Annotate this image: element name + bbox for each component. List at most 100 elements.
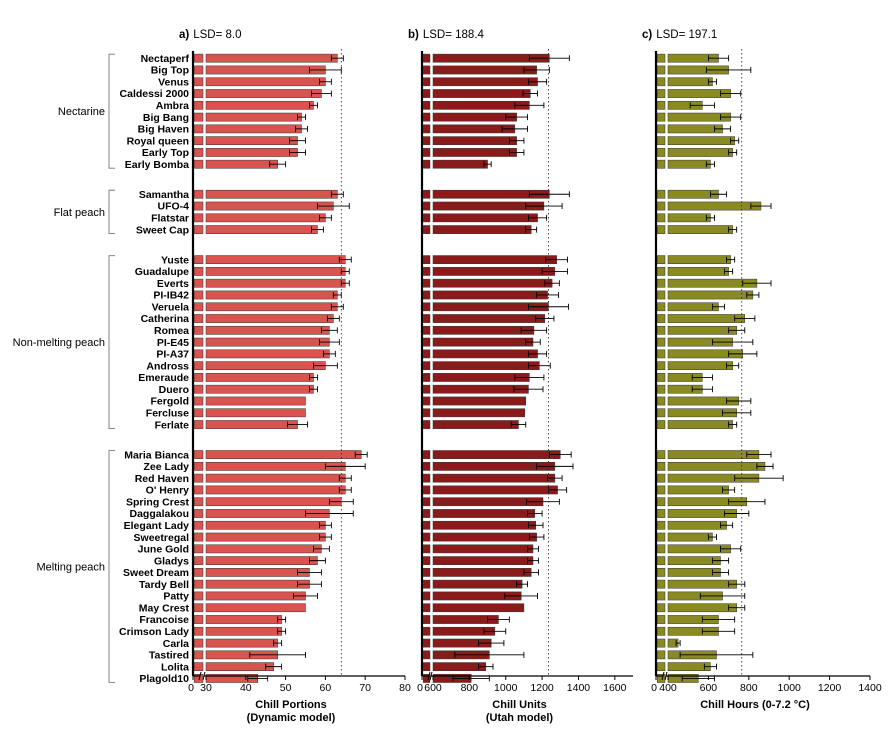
bar — [432, 408, 526, 418]
group-bracket — [108, 53, 115, 169]
bar — [205, 485, 346, 495]
bar-stub — [193, 408, 204, 418]
bar-stub — [193, 638, 204, 648]
bar-stub — [656, 520, 666, 530]
bar-stub — [656, 53, 666, 63]
group-label: Non-melting peach — [13, 337, 105, 349]
bar-stub — [422, 361, 431, 371]
bar-stub — [422, 213, 431, 223]
bar-stub — [422, 462, 431, 471]
bar — [667, 136, 735, 146]
bar — [205, 462, 346, 471]
bar-stub — [193, 615, 204, 624]
bar — [205, 579, 310, 589]
cultivar-label: Crimson Lady — [119, 626, 189, 638]
bar-stub — [656, 615, 666, 624]
bar-stub — [193, 267, 204, 276]
bar-stub — [656, 662, 666, 671]
bar-stub — [193, 65, 204, 75]
x-tick-label: 1200 — [530, 682, 554, 694]
bar-stub — [193, 159, 204, 169]
bar-stub — [422, 473, 431, 483]
bar — [667, 420, 733, 429]
bar — [205, 396, 306, 406]
bar — [432, 213, 538, 223]
panel-title: b) LSD= 188.4 — [408, 29, 485, 41]
bar-stub — [193, 77, 204, 87]
bar-stub — [193, 662, 204, 671]
bar — [205, 290, 338, 300]
bar — [667, 201, 762, 211]
panel-title: c) LSD= 197.1 — [642, 29, 717, 41]
bar-stub — [656, 373, 666, 382]
bar-stub — [422, 112, 431, 122]
bar — [432, 450, 561, 459]
bar — [432, 89, 531, 98]
bar-stub — [422, 189, 431, 199]
x-tick-label: 1000 — [494, 682, 518, 694]
bar — [205, 497, 342, 507]
panel-lsd: LSD= 188.4 — [423, 29, 485, 41]
bar-stub — [656, 532, 666, 542]
bar-stub — [656, 450, 666, 459]
cultivar-label: Royal queen — [127, 135, 189, 147]
panel-letter: b) — [408, 29, 419, 41]
bar-stub — [656, 396, 666, 406]
bar — [667, 325, 737, 335]
bar-stub — [193, 201, 204, 211]
bar — [205, 603, 306, 613]
bar-stub — [656, 544, 666, 554]
bar-stub — [422, 509, 431, 518]
bar-stub — [193, 497, 204, 507]
bar — [667, 159, 711, 169]
axis-break-mark — [664, 671, 668, 681]
x-tick-label: 1600 — [603, 682, 627, 694]
bar-stub — [193, 450, 204, 459]
bar-stub — [193, 626, 204, 636]
bar-stub — [422, 420, 431, 429]
cultivar-label: Early Bomba — [125, 159, 189, 171]
bar-stub — [422, 53, 431, 63]
cultivar-label: Big Haven — [138, 124, 189, 136]
bar-stub — [422, 532, 431, 542]
cultivar-label: Ferlate — [155, 419, 190, 431]
bar-stub — [193, 509, 204, 518]
bar-stub — [656, 361, 666, 371]
x-tick-label: 30 — [200, 682, 212, 694]
cultivar-label: Patty — [163, 591, 189, 603]
bar-stub — [193, 420, 204, 429]
bar — [667, 148, 733, 157]
bar-stub — [422, 136, 431, 146]
bar-stub — [422, 124, 431, 134]
bar-stub — [422, 159, 431, 169]
cultivar-label: Catherina — [141, 313, 190, 325]
bar — [205, 278, 346, 288]
x-tick-label: 1200 — [818, 682, 842, 694]
bar-stub — [656, 349, 666, 359]
bar-stub — [422, 450, 431, 459]
bar-stub — [656, 225, 666, 234]
bar-stub — [656, 124, 666, 134]
bar-stub — [656, 255, 666, 264]
cultivar-label: Gladys — [154, 555, 189, 567]
bar — [432, 65, 537, 75]
bar-stub — [193, 255, 204, 264]
group-bracket — [108, 450, 115, 683]
bar — [205, 77, 326, 87]
bar — [432, 290, 548, 300]
bar — [667, 213, 711, 223]
bar-stub — [656, 314, 666, 323]
bar-stub — [422, 148, 431, 157]
bar-stub — [193, 213, 204, 223]
x-tick-label: 1400 — [567, 682, 591, 694]
bar-stub — [656, 626, 666, 636]
bar-stub — [193, 473, 204, 483]
bar-stub — [656, 497, 666, 507]
bar — [205, 556, 318, 565]
cultivar-label: Zee Lady — [143, 461, 189, 473]
bar — [205, 420, 298, 429]
bar-stub — [422, 615, 431, 624]
cultivar-label: Yuste — [161, 254, 189, 266]
axis-break-mark — [202, 671, 206, 681]
